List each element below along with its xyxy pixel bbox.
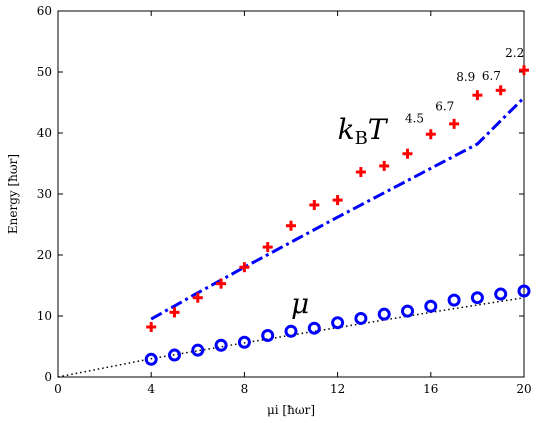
y-tick-label: 60 bbox=[37, 4, 52, 18]
plus-point bbox=[355, 167, 366, 178]
plus-point bbox=[495, 85, 506, 96]
plus-point bbox=[192, 292, 203, 303]
circle-point bbox=[168, 348, 181, 362]
point-annotation: 8.9 bbox=[456, 70, 475, 84]
circle-point bbox=[261, 329, 275, 343]
circle-point bbox=[191, 343, 205, 357]
circle-point bbox=[401, 304, 414, 318]
point-annotation: 2.2 bbox=[505, 46, 524, 60]
x-tick-label: 0 bbox=[54, 382, 62, 396]
point-annotation: 4.5 bbox=[405, 112, 424, 126]
plus-point bbox=[379, 160, 390, 171]
plus-point bbox=[216, 278, 227, 289]
plus-point bbox=[146, 321, 157, 332]
circle-point bbox=[470, 291, 484, 305]
circle-point bbox=[354, 311, 368, 325]
circle-point bbox=[494, 287, 508, 301]
plot-frame bbox=[57, 10, 525, 378]
circle-point bbox=[377, 307, 391, 321]
circle-point bbox=[331, 316, 345, 330]
plus-point bbox=[262, 242, 273, 253]
y-tick-label: 20 bbox=[37, 248, 52, 262]
circle-point bbox=[424, 299, 438, 313]
plus-point bbox=[519, 65, 529, 76]
plus-point bbox=[449, 118, 460, 129]
circle-point bbox=[447, 293, 461, 307]
x-tick-label: 16 bbox=[423, 382, 438, 396]
circle-point bbox=[517, 284, 531, 298]
circle-point bbox=[214, 338, 228, 352]
annotations: 4.5 6.7 8.9 6.7 2.2 bbox=[405, 46, 524, 126]
point-annotation: 6.7 bbox=[482, 69, 501, 83]
series-label: kBT bbox=[338, 113, 389, 149]
circle-point bbox=[284, 324, 298, 338]
y-tick-label: 50 bbox=[37, 65, 52, 79]
point-annotation: 6.7 bbox=[435, 99, 454, 113]
series-label: μ bbox=[291, 287, 309, 320]
y-tick-label: 10 bbox=[37, 309, 52, 323]
plus-point bbox=[286, 220, 296, 231]
series-labels: kBT μ bbox=[291, 113, 389, 320]
x-tick-label: 8 bbox=[241, 382, 249, 396]
circle-point bbox=[144, 352, 158, 366]
y-tick-label: 30 bbox=[37, 187, 52, 201]
data-markers bbox=[144, 65, 531, 366]
x-axis-label: μi [ħωr] bbox=[267, 403, 315, 417]
y-tick-label: 0 bbox=[44, 370, 52, 384]
x-tick-label: 20 bbox=[516, 382, 531, 396]
plus-point bbox=[402, 148, 413, 159]
axis-ticks: 0 4 8 12 16 20 0 10 20 30 40 50 60 bbox=[37, 4, 532, 396]
plus-point bbox=[425, 129, 436, 140]
dashdot-fit-line bbox=[150, 96, 526, 321]
circle-point bbox=[237, 335, 251, 349]
plus-point bbox=[332, 195, 343, 206]
x-tick-label: 4 bbox=[147, 382, 155, 396]
plus-point bbox=[169, 307, 180, 318]
plus-point bbox=[239, 262, 250, 273]
circle-point bbox=[307, 321, 321, 335]
x-tick-label: 12 bbox=[330, 382, 345, 396]
fit-lines bbox=[57, 96, 526, 378]
plus-point bbox=[309, 199, 320, 210]
y-tick-label: 40 bbox=[37, 126, 52, 140]
y-axis-label: Energy [ħωr] bbox=[6, 154, 20, 234]
plus-point bbox=[472, 90, 483, 101]
